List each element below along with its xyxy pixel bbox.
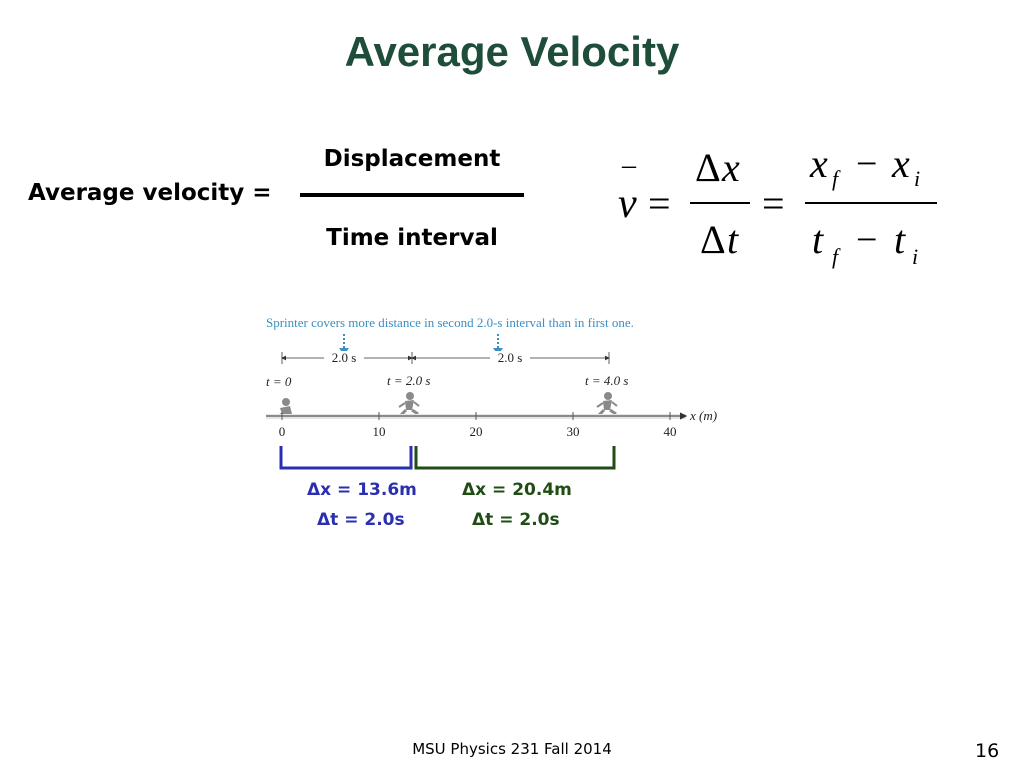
time-label-2: t = 4.0 s	[585, 373, 628, 388]
sub-f-num: f	[832, 166, 839, 191]
delta-symbol-den: Δ	[700, 217, 726, 262]
page-number: 16	[975, 740, 1000, 762]
slide-title: Average Velocity	[344, 28, 680, 75]
interval-label-1: 2.0 s	[332, 350, 357, 365]
figure-caption: Sprinter covers more distance in second …	[266, 315, 634, 330]
delta-x-first: Δx = 13.6m	[307, 480, 417, 500]
sub-i-num: i	[914, 166, 921, 191]
axis-tick-label: 40	[664, 424, 677, 439]
interval-label-bg-1	[324, 351, 364, 365]
equals-sign-1: =	[648, 181, 671, 226]
axis-tick-label: 0	[279, 424, 286, 439]
minus-num: −	[856, 143, 878, 185]
x-final: x	[810, 141, 828, 186]
sprinter-figure: Sprinter covers more distance in second …	[266, 315, 717, 439]
t-initial: t	[894, 217, 906, 262]
v-symbol: v	[618, 181, 637, 227]
v-bar-overline: –	[622, 150, 636, 181]
velocity-formula: – v = Δ x Δ t = x f − x i t f − t i	[600, 140, 950, 280]
delta-x-second: Δx = 20.4m	[462, 480, 572, 500]
bracket-first-interval	[279, 446, 413, 470]
interval-label-bg-2	[490, 351, 530, 365]
x-symbol-num: x	[722, 145, 740, 190]
axis-ticks: 0 10 20 30 40	[279, 412, 677, 439]
bracket-second-interval	[414, 446, 616, 470]
t-symbol-den: t	[727, 217, 739, 262]
sprinter-icon-end	[596, 392, 618, 418]
formula-fraction-bar-2	[805, 202, 937, 204]
axis-label: x (m)	[689, 408, 717, 423]
fraction-bar	[300, 193, 524, 197]
average-velocity-label: Average velocity =	[28, 180, 272, 206]
axis-tick-label: 10	[373, 424, 386, 439]
delta-t-first: Δt = 2.0s	[317, 510, 405, 530]
footer-course: MSU Physics 231 Fall 2014	[412, 740, 612, 758]
interval-label-2: 2.0 s	[498, 350, 523, 365]
sub-i-den: i	[912, 244, 919, 269]
equals-sign-2: =	[762, 181, 785, 226]
axis-tick-label: 20	[470, 424, 483, 439]
x-initial: x	[892, 141, 910, 186]
time-label-1: t = 2.0 s	[387, 373, 430, 388]
time-interval-denominator: Time interval	[326, 225, 498, 251]
interval-brackets	[279, 446, 616, 470]
time-label-0: t = 0	[266, 374, 292, 389]
delta-t-second: Δt = 2.0s	[472, 510, 560, 530]
delta-symbol-num: Δ	[695, 145, 721, 190]
displacement-numerator: Displacement	[323, 146, 501, 172]
t-final: t	[812, 217, 824, 262]
sprinter-icon-middle	[398, 392, 420, 418]
minus-den: −	[856, 219, 878, 261]
formula-fraction-bar-1	[690, 202, 750, 204]
axis-tick-label: 30	[567, 424, 580, 439]
sub-f-den: f	[832, 244, 839, 269]
